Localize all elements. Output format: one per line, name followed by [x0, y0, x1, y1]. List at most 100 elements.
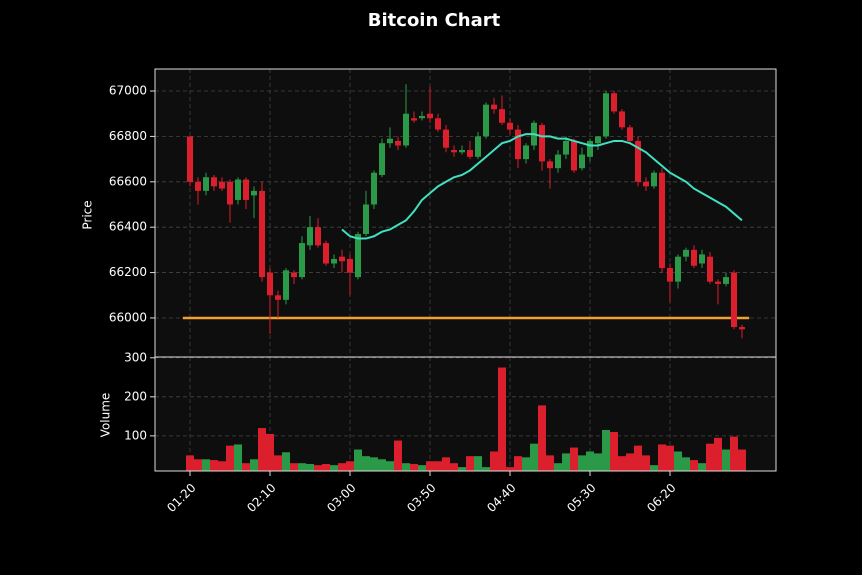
volume-bar: [698, 463, 706, 471]
candle-body: [459, 150, 465, 153]
candle-body: [491, 104, 497, 110]
volume-bar: [314, 465, 322, 471]
candle-body: [635, 140, 641, 182]
candle-body: [483, 104, 489, 137]
volume-bar: [634, 445, 642, 471]
volume-bar: [346, 461, 354, 471]
volume-bar: [594, 453, 602, 471]
candle-body: [323, 243, 329, 264]
volume-bar: [730, 436, 738, 471]
volume-bar: [682, 457, 690, 471]
volume-bar: [602, 430, 610, 471]
candle-body: [651, 172, 657, 187]
candle-body: [291, 272, 297, 278]
volume-bar: [402, 463, 410, 471]
volume-bar: [722, 449, 730, 471]
y-tick-label: 66600: [109, 174, 147, 188]
candle-body: [387, 138, 393, 144]
volume-bar: [458, 467, 466, 471]
volume-bar: [538, 405, 546, 471]
volume-bar: [658, 444, 666, 471]
volume-bar: [650, 465, 658, 471]
volume-bar: [186, 455, 194, 471]
volume-bar: [290, 463, 298, 471]
volume-bar: [554, 463, 562, 471]
candle-body: [643, 181, 649, 187]
frame: [154, 356, 777, 472]
y-tick-label: 66000: [109, 310, 147, 324]
candle-body: [443, 129, 449, 148]
candle-body: [619, 111, 625, 128]
candle-body: [379, 143, 385, 175]
candle-body: [627, 127, 633, 141]
volume-bar: [618, 456, 626, 471]
candle-body: [683, 249, 689, 257]
volume-bar: [514, 456, 522, 471]
y-tick-label: 66800: [109, 129, 147, 143]
candle-body: [259, 190, 265, 278]
candle-body: [523, 145, 529, 160]
y-axis-label: Price: [81, 200, 95, 229]
candle-body: [363, 204, 369, 234]
candle-body: [579, 154, 585, 169]
volume-bar: [370, 457, 378, 471]
candle-body: [211, 177, 217, 187]
volume-bar: [426, 461, 434, 471]
candle-body: [475, 136, 481, 157]
candle-body: [587, 140, 593, 157]
candle-body: [275, 295, 281, 300]
candle-body: [427, 113, 433, 119]
candle-body: [571, 140, 577, 171]
volume-bar: [562, 453, 570, 471]
volume-bar: [642, 455, 650, 471]
volume-bar: [714, 437, 722, 471]
y-tick-label: 66400: [109, 220, 147, 234]
candle-body: [507, 122, 513, 130]
candle-body: [499, 109, 505, 123]
volume-bar: [418, 465, 426, 471]
volume-bar: [490, 451, 498, 471]
volume-bar: [322, 463, 330, 471]
volume-bar: [450, 463, 458, 471]
candle-body: [187, 136, 193, 182]
volume-bar: [258, 428, 266, 471]
candle-body: [723, 277, 729, 284]
volume-bar: [362, 456, 370, 471]
candle-body: [419, 115, 425, 119]
volume-bar: [226, 445, 234, 471]
candle-body: [675, 256, 681, 282]
candle-body: [403, 113, 409, 146]
volume-bar: [250, 459, 258, 471]
candle-body: [395, 140, 401, 146]
volume-bar: [738, 449, 746, 471]
volume-bar: [546, 455, 554, 471]
volume-bar: [674, 451, 682, 471]
candle-body: [603, 93, 609, 137]
candle-body: [339, 256, 345, 262]
volume-bar: [234, 444, 242, 471]
candle-body: [667, 268, 673, 282]
volume-bar: [202, 459, 210, 471]
candle-body: [243, 179, 249, 200]
candle-body: [699, 254, 705, 264]
candle-body: [659, 172, 665, 269]
volume-bar: [482, 467, 490, 471]
volume-bar: [586, 451, 594, 471]
candle-body: [355, 233, 361, 278]
candle-body: [547, 161, 553, 169]
y-tick-label: 67000: [109, 84, 147, 98]
y-tick-label: 66200: [109, 265, 147, 279]
volume-bar: [338, 463, 346, 471]
volume-bar: [242, 463, 250, 471]
volume-bar: [506, 467, 514, 471]
volume-bar: [298, 463, 306, 471]
plot-area: [155, 69, 776, 471]
candle-body: [331, 258, 337, 264]
volume-bar: [466, 456, 474, 471]
volume-bar: [498, 367, 506, 471]
candle-body: [371, 172, 377, 205]
candle-body: [595, 136, 601, 144]
candle-body: [715, 281, 721, 284]
